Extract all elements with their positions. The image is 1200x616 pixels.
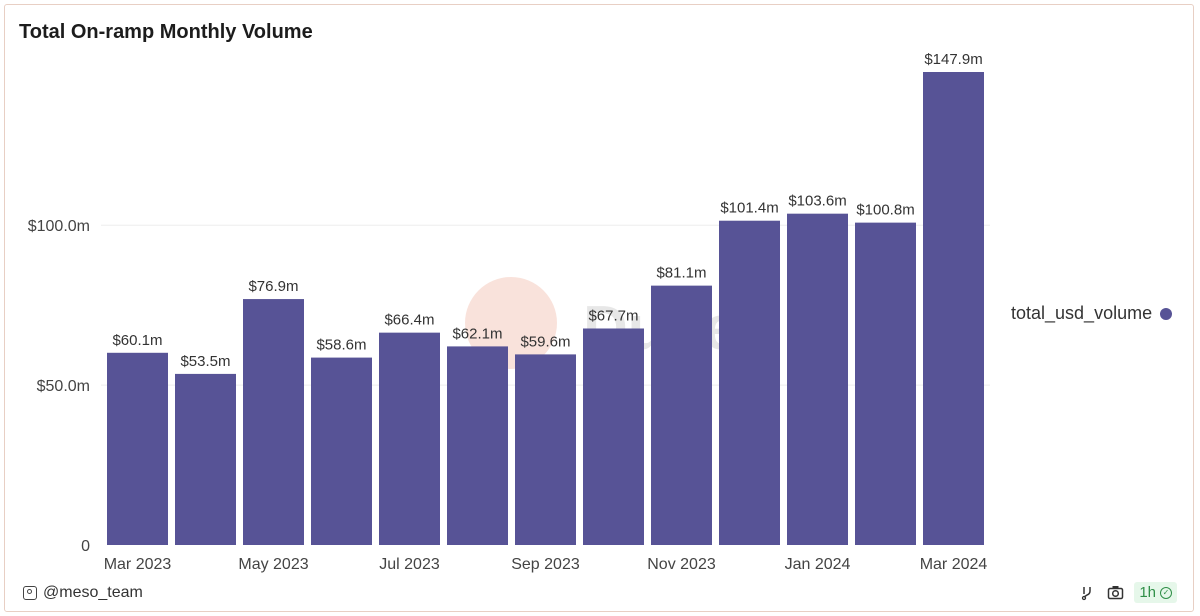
data-label: $59.6m — [520, 333, 570, 350]
x-tick-label: Sep 2023 — [511, 556, 580, 573]
legend-item[interactable]: total_usd_volume — [1011, 303, 1173, 324]
bar — [719, 220, 780, 545]
data-label: $53.5m — [180, 353, 230, 370]
bar — [787, 213, 848, 545]
chart-toolbar: 1h ✓ — [1078, 582, 1177, 603]
x-tick-label: Jan 2024 — [785, 556, 851, 573]
x-tick-label: Mar 2024 — [920, 556, 988, 573]
data-label: $81.1m — [656, 265, 706, 282]
x-tick-label: Nov 2023 — [647, 556, 716, 573]
chart-card: Total On-ramp Monthly Volume Dune0$50.0m… — [4, 4, 1194, 612]
bar — [175, 373, 236, 545]
bar — [379, 332, 440, 545]
bar — [855, 222, 916, 545]
refresh-badge[interactable]: 1h ✓ — [1134, 582, 1177, 603]
data-label: $58.6m — [316, 337, 366, 354]
y-tick-label: $50.0m — [37, 378, 90, 395]
refresh-interval: 1h — [1139, 584, 1156, 601]
x-tick-label: Mar 2023 — [104, 556, 172, 573]
bar — [447, 346, 508, 545]
data-label: $60.1m — [112, 332, 162, 349]
watermark-logo-icon — [465, 277, 557, 369]
bar — [243, 299, 304, 545]
bar — [107, 352, 168, 545]
y-tick-label: 0 — [81, 538, 90, 555]
x-tick-label: May 2023 — [238, 556, 308, 573]
check-icon: ✓ — [1160, 586, 1172, 599]
data-label: $147.9m — [924, 51, 982, 68]
fork-icon[interactable] — [1078, 584, 1096, 602]
bar — [651, 285, 712, 545]
legend-label: total_usd_volume — [1011, 303, 1153, 323]
x-tick-label: Jul 2023 — [379, 556, 440, 573]
data-label: $62.1m — [452, 325, 502, 342]
camera-icon[interactable] — [1106, 584, 1124, 602]
data-label: $66.4m — [384, 312, 434, 329]
chart-title: Total On-ramp Monthly Volume — [19, 21, 313, 43]
bar — [583, 328, 644, 545]
data-label: $76.9m — [248, 278, 298, 295]
bar — [515, 354, 576, 545]
data-label: $100.8m — [856, 202, 914, 219]
author-link[interactable]: @meso_team — [23, 584, 143, 602]
y-tick-label: $100.0m — [28, 218, 90, 235]
data-label: $103.6m — [788, 193, 846, 210]
author-name: @meso_team — [43, 584, 143, 601]
data-label: $67.7m — [588, 307, 638, 324]
data-label: $101.4m — [720, 200, 778, 217]
bar — [923, 72, 984, 545]
legend-dot-icon — [1160, 307, 1173, 320]
team-avatar-icon — [23, 586, 37, 600]
bar — [311, 357, 372, 545]
